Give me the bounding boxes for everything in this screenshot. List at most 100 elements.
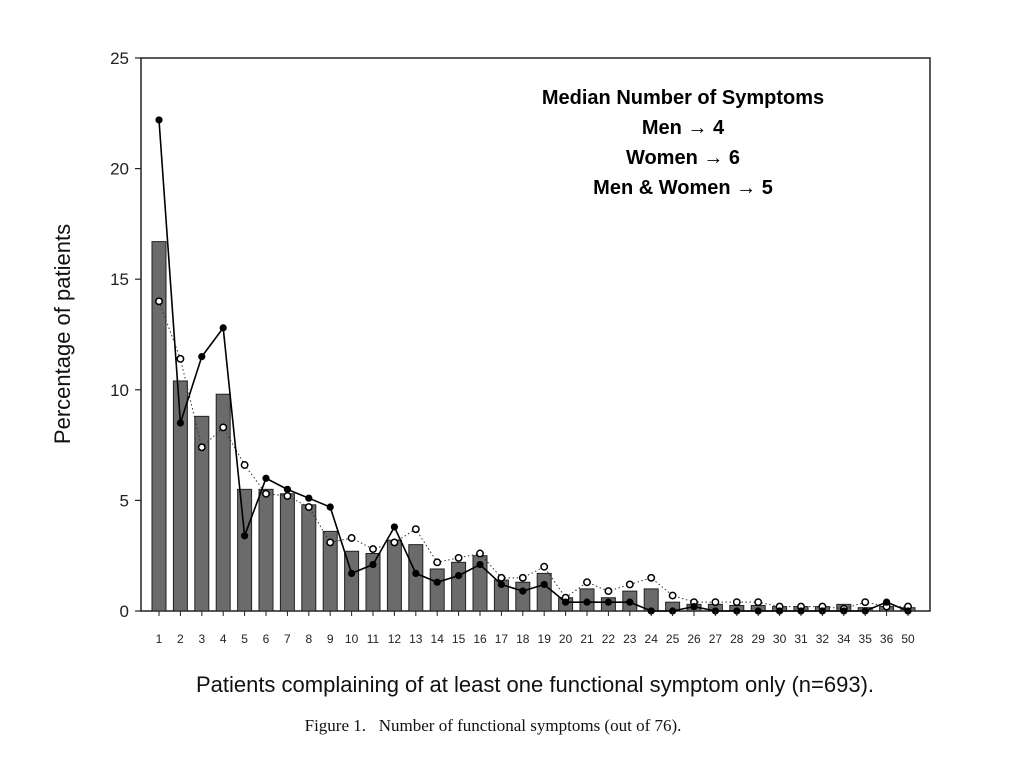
- x-tick-label: 2: [177, 632, 184, 646]
- x-tick-label: 12: [388, 632, 402, 646]
- open-circle-point: [647, 573, 656, 582]
- open-circle-point: [304, 503, 313, 511]
- x-tick-label: 17: [495, 632, 509, 646]
- annotation-men-women: Men & Women → 5: [593, 177, 773, 199]
- median-annotation: Median Number of Symptoms Men → 4 Women …: [542, 87, 824, 199]
- open-circle-point: [411, 525, 420, 534]
- bar: [515, 581, 531, 612]
- x-tick-label: 30: [773, 632, 787, 646]
- x-tick-label: 1: [156, 632, 163, 646]
- x-tick-label: 27: [709, 632, 723, 646]
- y-tick-label: 5: [120, 491, 129, 510]
- x-tick-label: 13: [409, 632, 423, 646]
- filled-circle-point: [883, 598, 891, 606]
- filled-circle-point: [262, 474, 270, 482]
- open-circle-point: [262, 489, 270, 498]
- open-circle-point: [369, 545, 377, 554]
- open-circle-point: [625, 580, 634, 589]
- bar: [237, 488, 253, 612]
- x-tick-label: 14: [431, 632, 445, 646]
- x-tick-label: 8: [305, 632, 312, 646]
- filled-circle-point: [198, 353, 206, 361]
- x-tick-label: 32: [816, 632, 830, 646]
- filled-circle-point: [390, 523, 398, 531]
- filled-circle-point: [540, 580, 548, 589]
- filled-circle-point: [369, 560, 377, 569]
- filled-circle-point: [176, 419, 184, 427]
- x-tick-label: 19: [538, 632, 552, 646]
- open-circle-point: [176, 354, 185, 363]
- x-tick-label: 23: [623, 632, 637, 646]
- x-tick-label: 16: [473, 632, 487, 646]
- open-circle-point: [754, 598, 763, 607]
- bar: [258, 488, 274, 612]
- open-circle-point: [347, 534, 356, 542]
- y-tick-label: 10: [110, 381, 129, 400]
- open-circle-point: [219, 423, 228, 432]
- x-tick-label: 31: [794, 632, 808, 646]
- filled-circle-point: [155, 116, 163, 124]
- bar: [301, 504, 317, 612]
- filled-circle-point: [348, 569, 356, 577]
- annotation-women: Women → 6: [626, 147, 740, 169]
- filled-circle-point: [241, 532, 249, 540]
- open-circle-point: [497, 573, 506, 582]
- open-circle-point: [155, 297, 163, 306]
- x-tick-label: 15: [452, 632, 466, 646]
- open-circle-point: [476, 549, 484, 558]
- y-tick-label: 15: [110, 270, 129, 289]
- filled-circle-point: [626, 598, 634, 606]
- y-tick-label: 0: [120, 602, 129, 621]
- x-tick-label: 4: [220, 632, 227, 646]
- x-tick-label: 22: [602, 632, 616, 646]
- filled-circle-point: [519, 587, 527, 595]
- x-tick-label: 18: [516, 632, 530, 646]
- x-tick-label: 34: [837, 632, 851, 646]
- open-circle-point: [732, 598, 741, 607]
- x-axis-label: Patients complaining of at least one fun…: [196, 672, 874, 697]
- filled-circle-point: [283, 485, 291, 493]
- bar: [151, 241, 167, 612]
- bar: [386, 539, 402, 612]
- open-circle-point: [390, 538, 399, 547]
- filled-circle-point: [476, 560, 484, 569]
- annotation-title: Median Number of Symptoms: [542, 87, 824, 109]
- filled-circle-point: [604, 598, 613, 606]
- x-tick-label: 10: [345, 632, 359, 646]
- x-tick-label: 20: [559, 632, 573, 646]
- x-tick-label: 6: [263, 632, 270, 646]
- filled-circle-point: [455, 572, 463, 580]
- open-circle-point: [583, 578, 591, 587]
- x-tick-label: 11: [367, 632, 380, 646]
- plot-frame: [140, 57, 931, 612]
- x-tick-label: 50: [901, 632, 915, 646]
- filled-circle-point: [326, 503, 334, 511]
- bar: [536, 572, 552, 612]
- open-circle-point: [861, 598, 870, 607]
- annotation-men: Men → 4: [642, 117, 725, 139]
- filled-circle-point: [219, 324, 227, 332]
- x-tick-label: 3: [198, 632, 205, 646]
- x-tick-label: 25: [666, 632, 680, 646]
- filled-circle-point: [433, 578, 441, 586]
- filled-circle-point: [583, 598, 591, 606]
- x-tick-label: 35: [859, 632, 873, 646]
- x-tick-label: 29: [752, 632, 766, 646]
- filled-circle-point: [562, 598, 570, 606]
- x-tick-label: 26: [687, 632, 701, 646]
- bar: [408, 544, 424, 612]
- open-circle-point: [240, 461, 249, 469]
- y-axis-label: Percentage of patients: [50, 224, 75, 444]
- open-circle-point: [197, 443, 206, 452]
- open-circle-point: [540, 562, 549, 571]
- open-circle-point: [454, 553, 463, 562]
- filled-circle-point: [305, 494, 313, 502]
- filled-circle-point: [690, 602, 698, 611]
- filled-circle-point: [497, 580, 505, 589]
- bar: [429, 568, 445, 612]
- open-circle-point: [711, 598, 720, 607]
- x-tick-label: 7: [284, 632, 291, 646]
- bar: [451, 561, 467, 612]
- y-tick-label: 25: [110, 49, 129, 68]
